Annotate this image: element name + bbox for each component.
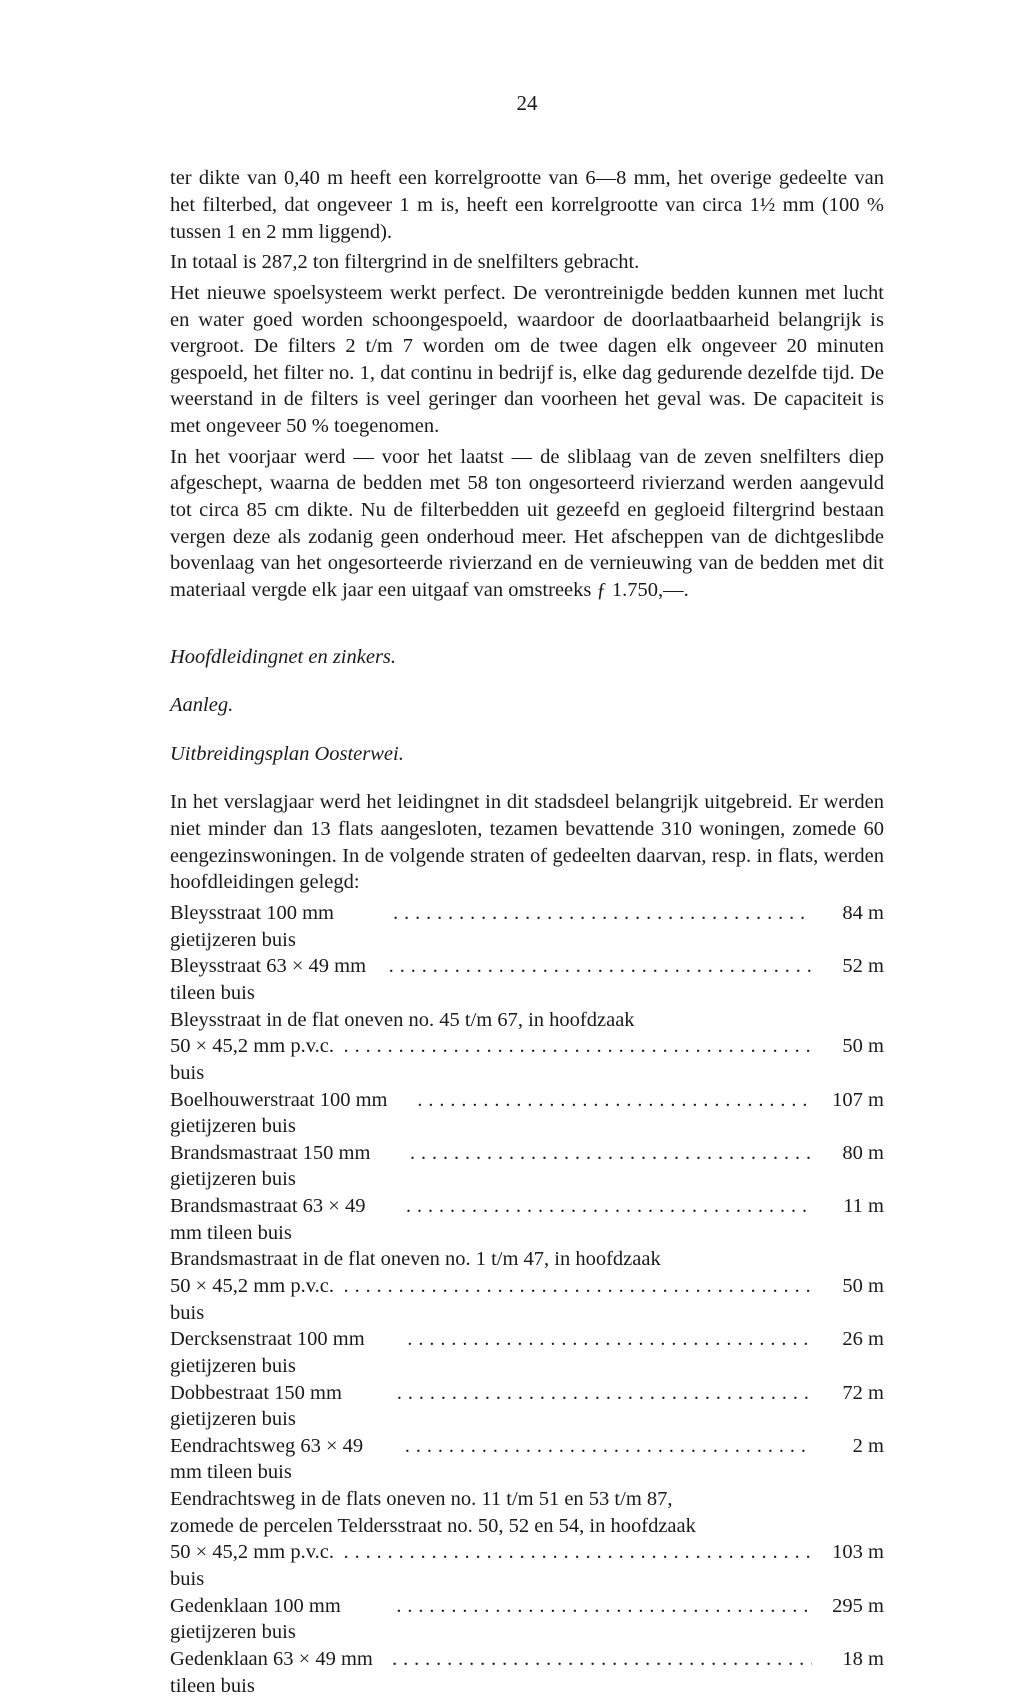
pipe-value: 18 m bbox=[812, 1646, 884, 1673]
pipe-label: Gedenklaan 100 mm gietijzeren buis bbox=[170, 1593, 390, 1646]
pipe-label: Dercksenstraat 100 mm gietijzeren buis bbox=[170, 1326, 401, 1379]
paragraph-3: Het nieuwe spoelsysteem werkt perfect. D… bbox=[170, 280, 884, 440]
pipe-value: 107 m bbox=[812, 1087, 884, 1114]
pipe-row: Bleysstraat 63 × 49 mm tileen buis......… bbox=[170, 953, 884, 1006]
spacer bbox=[170, 608, 884, 644]
pipe-label: 50 × 45,2 mm p.v.c. buis bbox=[170, 1539, 338, 1592]
pipe-row: 50 × 45,2 mm p.v.c. buis................… bbox=[170, 1033, 884, 1086]
pipe-row: Dercksenstraat 100 mm gietijzeren buis..… bbox=[170, 1326, 884, 1379]
pipe-row: Gedenklaan 100 mm gietijzeren buis......… bbox=[170, 1593, 884, 1646]
pipe-label: Brandsmastraat 63 × 49 mm tileen buis bbox=[170, 1193, 400, 1246]
pipe-row: Eendrachtsweg 63 × 49 mm tileen buis....… bbox=[170, 1433, 884, 1486]
leader-dots: ........................................… bbox=[399, 1433, 812, 1459]
leader-dots: ........................................… bbox=[400, 1193, 812, 1219]
pipe-label: 50 × 45,2 mm p.v.c. buis bbox=[170, 1273, 338, 1326]
pipe-note-row: Bleysstraat in de flat oneven no. 45 t/m… bbox=[170, 1007, 884, 1034]
pipe-row: Bleysstraat 100 mm gietijzeren buis.....… bbox=[170, 900, 884, 953]
pipe-label: 50 × 45,2 mm p.v.c. buis bbox=[170, 1033, 338, 1086]
pipe-note-row: Eendrachtsweg in de flats oneven no. 11 … bbox=[170, 1486, 884, 1513]
leader-dots: ........................................… bbox=[338, 1033, 812, 1059]
paragraph-4: In het voorjaar werd — voor het laatst —… bbox=[170, 444, 884, 604]
paragraph-1: ter dikte van 0,40 m heeft een korrelgro… bbox=[170, 165, 884, 245]
leader-dots: ........................................… bbox=[387, 900, 812, 926]
pipe-note: zomede de percelen Teldersstraat no. 50,… bbox=[170, 1513, 696, 1540]
intro-oosterwei: In het verslagjaar werd het leidingnet i… bbox=[170, 789, 884, 896]
pipe-value: 295 m bbox=[812, 1593, 884, 1620]
heading-aanleg: Aanleg. bbox=[170, 692, 884, 719]
pipe-value: 72 m bbox=[812, 1380, 884, 1407]
pipe-list: Bleysstraat 100 mm gietijzeren buis.....… bbox=[170, 900, 884, 1699]
pipe-value: 80 m bbox=[812, 1140, 884, 1167]
pipe-row: Brandsmastraat 150 mm gietijzeren buis..… bbox=[170, 1140, 884, 1193]
leader-dots: ........................................… bbox=[404, 1140, 812, 1166]
page: 24 ter dikte van 0,40 m heeft een korrel… bbox=[0, 0, 1024, 1553]
pipe-value: 84 m bbox=[812, 900, 884, 927]
pipe-note-row: zomede de percelen Teldersstraat no. 50,… bbox=[170, 1513, 884, 1540]
pipe-row: Boelhouwerstraat 100 mm gietijzeren buis… bbox=[170, 1087, 884, 1140]
heading-hoofdleidingnet: Hoofdleidingnet en zinkers. bbox=[170, 644, 884, 671]
pipe-label: Boelhouwerstraat 100 mm gietijzeren buis bbox=[170, 1087, 411, 1140]
pipe-value: 26 m bbox=[812, 1326, 884, 1353]
pipe-row: 50 × 45,2 mm p.v.c. buis................… bbox=[170, 1273, 884, 1326]
pipe-row: 50 × 45,2 mm p.v.c. buis................… bbox=[170, 1539, 884, 1592]
spacer bbox=[170, 771, 884, 789]
leader-dots: ........................................… bbox=[338, 1539, 812, 1565]
pipe-label: Eendrachtsweg 63 × 49 mm tileen buis bbox=[170, 1433, 399, 1486]
pipe-row: Gedenklaan 63 × 49 mm tileen buis.......… bbox=[170, 1646, 884, 1699]
pipe-note: Eendrachtsweg in de flats oneven no. 11 … bbox=[170, 1486, 673, 1513]
pipe-note: Brandsmastraat in de flat oneven no. 1 t… bbox=[170, 1246, 661, 1273]
pipe-value: 11 m bbox=[812, 1193, 884, 1220]
pipe-label: Brandsmastraat 150 mm gietijzeren buis bbox=[170, 1140, 404, 1193]
spacer bbox=[170, 674, 884, 692]
pipe-label: Gedenklaan 63 × 49 mm tileen buis bbox=[170, 1646, 386, 1699]
page-number: 24 bbox=[170, 90, 884, 117]
pipe-note-row: Brandsmastraat in de flat oneven no. 1 t… bbox=[170, 1246, 884, 1273]
leader-dots: ........................................… bbox=[411, 1087, 812, 1113]
pipe-value: 52 m bbox=[812, 953, 884, 980]
pipe-label: Bleysstraat 63 × 49 mm tileen buis bbox=[170, 953, 383, 1006]
pipe-value: 50 m bbox=[812, 1033, 884, 1060]
leader-dots: ........................................… bbox=[401, 1326, 812, 1352]
pipe-value: 50 m bbox=[812, 1273, 884, 1300]
pipe-label: Dobbestraat 150 mm gietijzeren buis bbox=[170, 1380, 391, 1433]
pipe-note: Bleysstraat in de flat oneven no. 45 t/m… bbox=[170, 1007, 635, 1034]
leader-dots: ........................................… bbox=[391, 1380, 812, 1406]
pipe-row: Dobbestraat 150 mm gietijzeren buis.....… bbox=[170, 1380, 884, 1433]
pipe-label: Bleysstraat 100 mm gietijzeren buis bbox=[170, 900, 387, 953]
heading-oosterwei: Uitbreidingsplan Oosterwei. bbox=[170, 741, 884, 768]
leader-dots: ........................................… bbox=[390, 1593, 812, 1619]
pipe-value: 2 m bbox=[812, 1433, 884, 1460]
spacer bbox=[170, 723, 884, 741]
paragraph-2: In totaal is 287,2 ton filtergrind in de… bbox=[170, 249, 884, 276]
leader-dots: ........................................… bbox=[338, 1273, 812, 1299]
leader-dots: ........................................… bbox=[386, 1646, 812, 1672]
leader-dots: ........................................… bbox=[383, 953, 812, 979]
pipe-row: Brandsmastraat 63 × 49 mm tileen buis...… bbox=[170, 1193, 884, 1246]
